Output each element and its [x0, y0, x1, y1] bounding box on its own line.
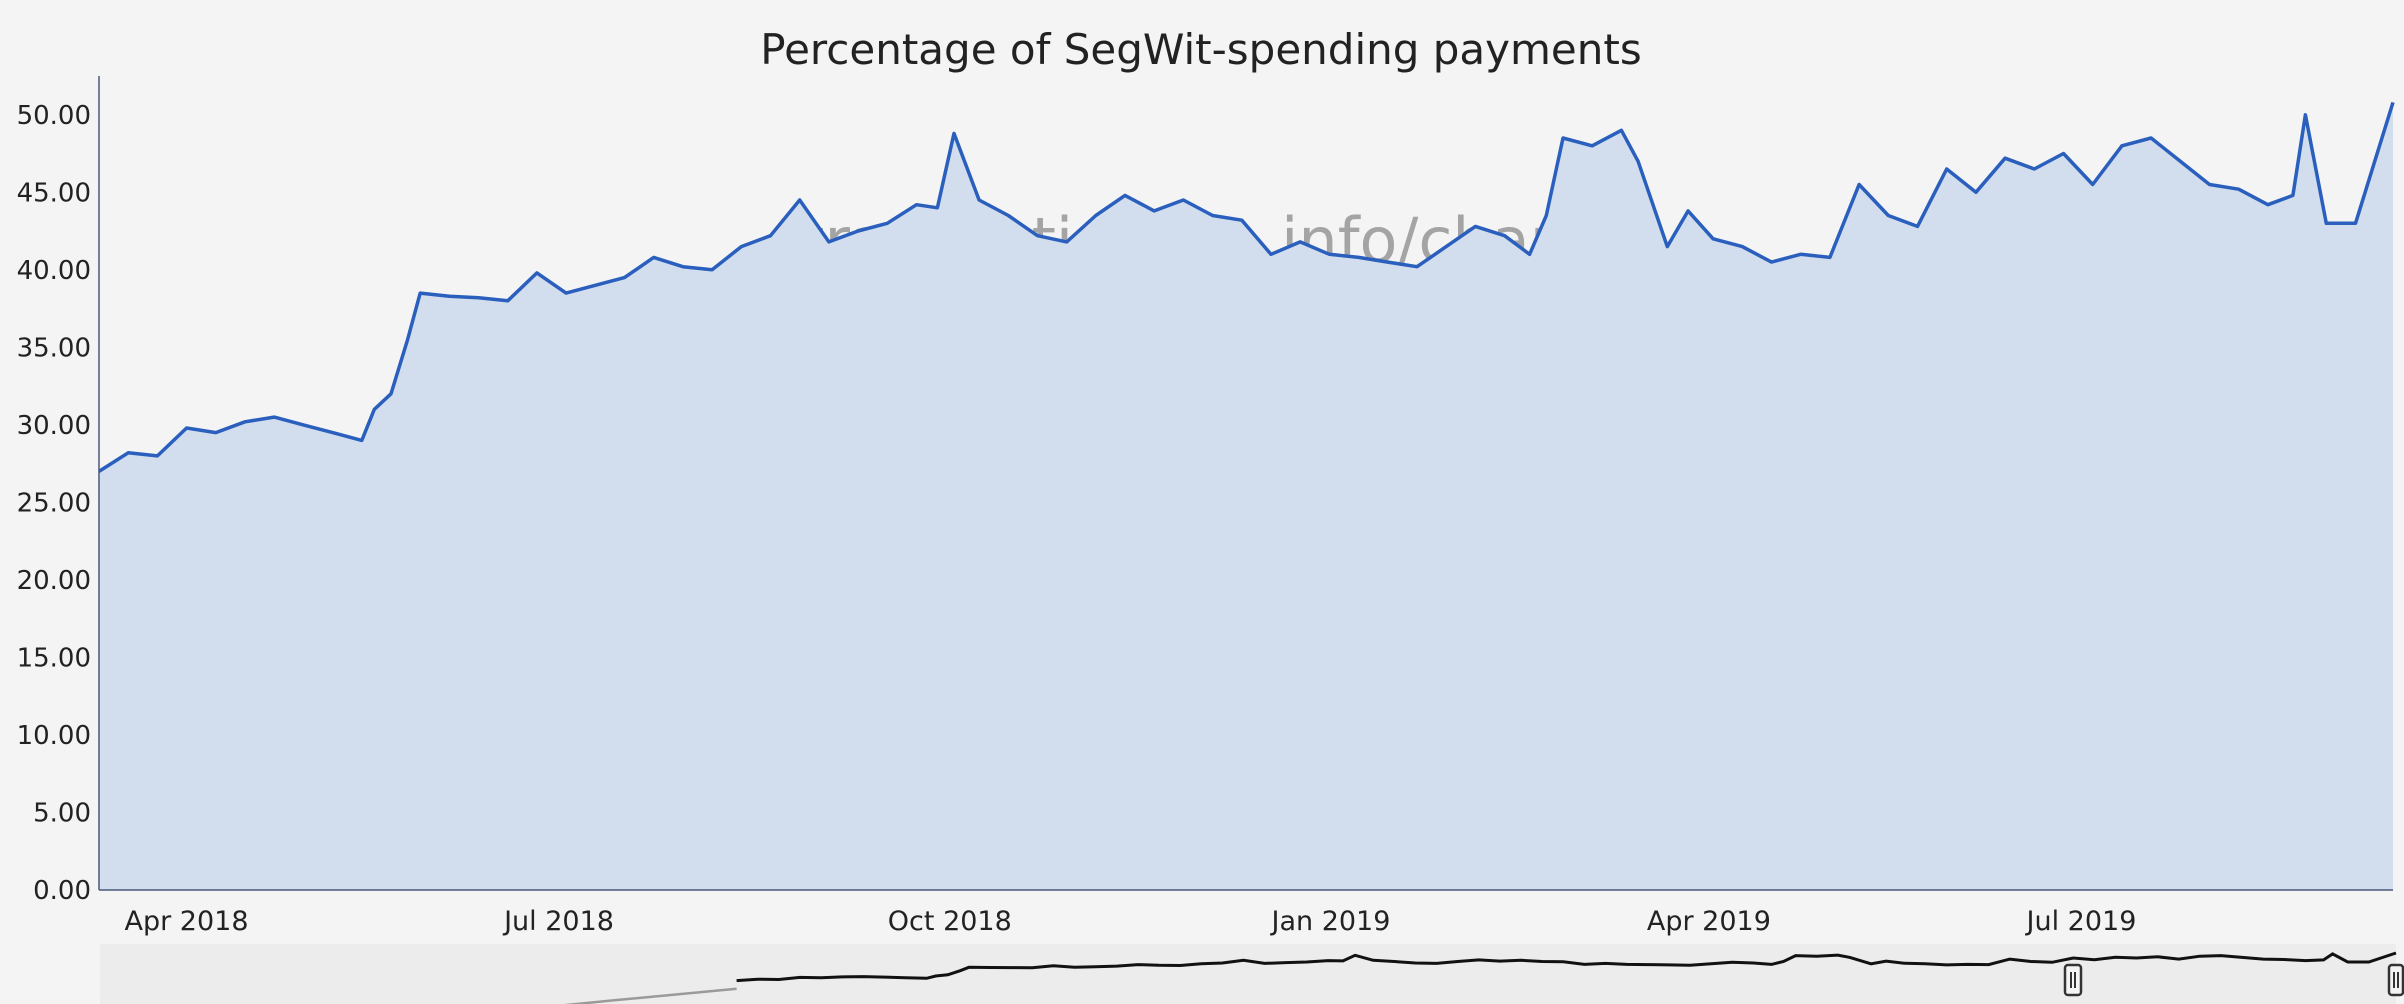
area-fill — [99, 102, 2393, 890]
x-tick-label: Apr 2019 — [1647, 906, 1771, 937]
range-navigator[interactable] — [100, 944, 2404, 1004]
x-tick-label: Jan 2019 — [1270, 906, 1391, 937]
navigator-selected-line — [736, 951, 2397, 983]
y-tick-label: 20.00 — [17, 566, 91, 596]
y-axis: 0.00 5.00 10.00 15.00 20.00 25.00 30.00 35.00 40… — [17, 76, 100, 906]
y-tick-label: 15.00 — [17, 643, 91, 673]
y-tick-label: 45.00 — [17, 178, 91, 208]
chart-title: Percentage of SegWit-spending payments — [760, 25, 1641, 74]
y-tick-label: 0.00 — [33, 876, 91, 906]
y-tick-label: 30.00 — [17, 411, 91, 441]
y-tick-label: 10.00 — [17, 721, 91, 751]
y-tick-label: 50.00 — [17, 101, 91, 131]
navigator-right-handle[interactable] — [2387, 963, 2404, 997]
x-tick-label: Oct 2018 — [888, 906, 1012, 937]
y-tick-label: 5.00 — [33, 799, 91, 829]
navigator-background — [100, 944, 2396, 1004]
navigator-preview-line — [564, 987, 737, 1004]
x-axis: Apr 2018 Jul 2018 Oct 2018 Jan 2019 Apr 2019… — [99, 889, 2393, 937]
x-tick-label: Apr 2018 — [125, 906, 249, 937]
area-layer — [98, 101, 2395, 890]
x-tick-label: Jul 2018 — [502, 906, 614, 937]
navigator-left-handle[interactable] — [2063, 963, 2083, 997]
x-tick-label: Jul 2019 — [2025, 906, 2137, 937]
y-tick-label: 40.00 — [17, 256, 91, 286]
y-tick-label: 25.00 — [17, 488, 91, 518]
y-tick-label: 35.00 — [17, 333, 91, 363]
